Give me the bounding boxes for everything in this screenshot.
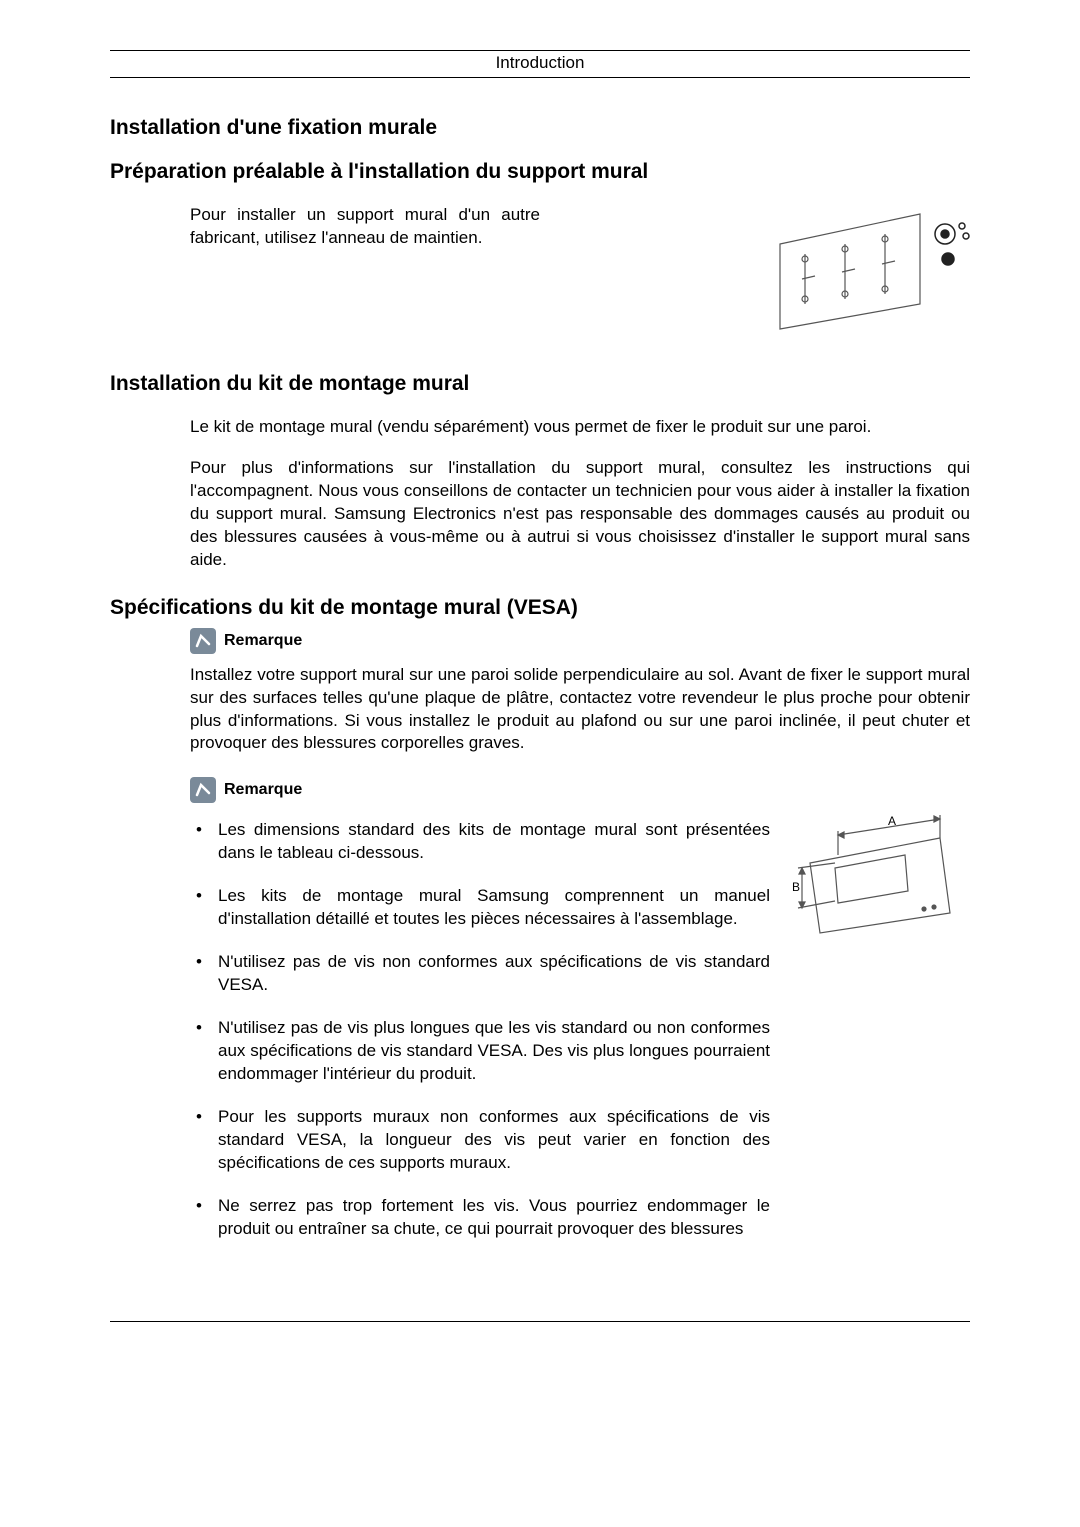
list-item: Ne serrez pas trop fortement les vis. Vo… (190, 1195, 770, 1241)
s4-bullets-col: Les dimensions standard des kits de mont… (190, 813, 770, 1260)
s2-text-col: Pour installer un support mural d'un aut… (190, 204, 750, 250)
note-icon (190, 628, 216, 654)
section-preparation: Préparation préalable à l'installation d… (110, 160, 970, 334)
fig2-label-B: B (792, 880, 800, 894)
s2-p1: Pour installer un support mural d'un aut… (190, 204, 540, 250)
list-item: Les kits de montage mural Samsung compre… (190, 885, 770, 931)
page-header: Introduction (110, 53, 970, 78)
heading-s2: Préparation préalable à l'installation d… (110, 160, 970, 184)
section-kit-montage: Installation du kit de montage mural Le … (110, 372, 970, 572)
fig2-label-A: A (888, 814, 896, 828)
vesa-bullet-list: Les dimensions standard des kits de mont… (190, 819, 770, 1240)
heading-s1: Installation d'une fixation murale (110, 116, 970, 140)
list-item: Les dimensions standard des kits de mont… (190, 819, 770, 865)
list-item: N'utilisez pas de vis plus longues que l… (190, 1017, 770, 1086)
bottom-rule (110, 1321, 970, 1322)
note-label-2: Remarque (224, 781, 302, 799)
note-label-1: Remarque (224, 632, 302, 650)
note-icon (190, 777, 216, 803)
figure-vesa-dimensions: A B (790, 813, 970, 943)
s3-p2: Pour plus d'informations sur l'installat… (190, 457, 970, 572)
s4-p1: Installez votre support mural sur une pa… (190, 664, 970, 756)
top-rule (110, 50, 970, 51)
note-row-1: Remarque (190, 628, 970, 654)
list-item: N'utilisez pas de vis non conformes aux … (190, 951, 770, 997)
list-item: Pour les supports muraux non conformes a… (190, 1106, 770, 1175)
section-vesa: Spécifications du kit de montage mural (… (110, 596, 970, 1261)
note-row-2: Remarque (190, 777, 970, 803)
figure-wall-mount-ring (770, 204, 970, 334)
section-installation-fixation: Installation d'une fixation murale (110, 116, 970, 140)
heading-s3: Installation du kit de montage mural (110, 372, 970, 396)
s3-p1: Le kit de montage mural (vendu séparémen… (190, 416, 970, 439)
heading-s4: Spécifications du kit de montage mural (… (110, 596, 970, 620)
